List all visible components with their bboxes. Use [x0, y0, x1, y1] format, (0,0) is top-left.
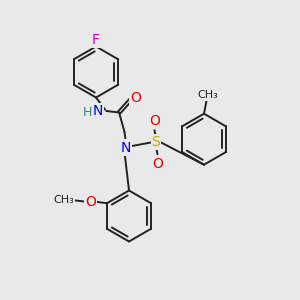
Text: N: N	[121, 141, 131, 154]
Text: O: O	[149, 114, 160, 128]
Text: S: S	[152, 135, 160, 149]
Text: O: O	[130, 91, 141, 104]
Text: CH₃: CH₃	[53, 195, 74, 205]
Text: O: O	[85, 195, 96, 209]
Text: O: O	[152, 157, 163, 171]
Text: H: H	[82, 106, 92, 119]
Text: F: F	[92, 33, 100, 47]
Text: CH₃: CH₃	[197, 90, 218, 100]
Text: N: N	[93, 104, 103, 118]
